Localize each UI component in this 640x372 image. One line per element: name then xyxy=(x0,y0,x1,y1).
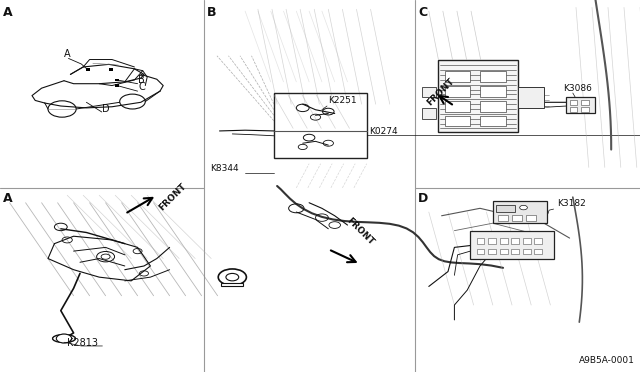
Bar xyxy=(570,100,577,105)
Text: B: B xyxy=(138,75,145,85)
Text: FRONT: FRONT xyxy=(157,181,188,212)
Bar xyxy=(511,249,519,254)
Bar xyxy=(480,86,506,97)
Bar xyxy=(498,215,508,221)
Text: B: B xyxy=(207,6,216,19)
Bar xyxy=(480,71,506,82)
Circle shape xyxy=(218,269,246,285)
Bar xyxy=(274,93,367,158)
Bar xyxy=(581,107,589,112)
Text: K3086: K3086 xyxy=(563,84,592,93)
Bar xyxy=(500,249,508,254)
Bar xyxy=(445,86,470,97)
Bar xyxy=(445,116,470,126)
Bar xyxy=(445,71,470,82)
Text: FRONT: FRONT xyxy=(426,77,456,108)
Bar xyxy=(422,108,436,119)
Text: A: A xyxy=(64,49,70,59)
Bar xyxy=(534,249,542,254)
Text: K2251: K2251 xyxy=(328,96,357,105)
Bar xyxy=(488,249,496,254)
Text: A: A xyxy=(3,192,13,205)
Text: C: C xyxy=(138,82,145,92)
Bar xyxy=(581,100,589,105)
Bar xyxy=(526,215,536,221)
Bar xyxy=(480,116,506,126)
Text: C: C xyxy=(418,6,427,19)
Bar xyxy=(496,205,515,212)
Text: A9B5A-0001: A9B5A-0001 xyxy=(579,356,635,365)
Bar xyxy=(488,238,496,244)
Bar xyxy=(115,84,119,87)
Bar xyxy=(470,231,554,259)
Text: D: D xyxy=(102,104,110,114)
Bar xyxy=(438,60,518,132)
Bar xyxy=(86,68,90,71)
Bar xyxy=(445,101,470,112)
Bar xyxy=(422,87,436,97)
Bar xyxy=(534,238,542,244)
Bar xyxy=(566,97,595,113)
Circle shape xyxy=(520,205,527,210)
Bar xyxy=(500,238,508,244)
Text: FRONT: FRONT xyxy=(344,217,375,247)
Bar xyxy=(477,238,484,244)
Bar xyxy=(511,238,519,244)
Text: K3182: K3182 xyxy=(557,199,586,208)
Bar xyxy=(115,79,119,81)
Bar xyxy=(221,283,243,286)
Text: K2813: K2813 xyxy=(67,338,98,348)
Bar xyxy=(480,101,506,112)
Bar xyxy=(523,238,531,244)
Circle shape xyxy=(56,334,72,343)
Bar xyxy=(570,107,577,112)
Text: D: D xyxy=(418,192,428,205)
Circle shape xyxy=(101,254,110,259)
Text: A: A xyxy=(3,6,13,19)
Bar xyxy=(523,249,531,254)
Bar xyxy=(477,249,484,254)
Text: K0274: K0274 xyxy=(369,127,397,136)
Bar xyxy=(493,201,547,223)
Bar xyxy=(512,215,522,221)
Bar xyxy=(518,87,544,108)
Text: K8344: K8344 xyxy=(210,164,239,173)
Bar xyxy=(109,68,113,71)
